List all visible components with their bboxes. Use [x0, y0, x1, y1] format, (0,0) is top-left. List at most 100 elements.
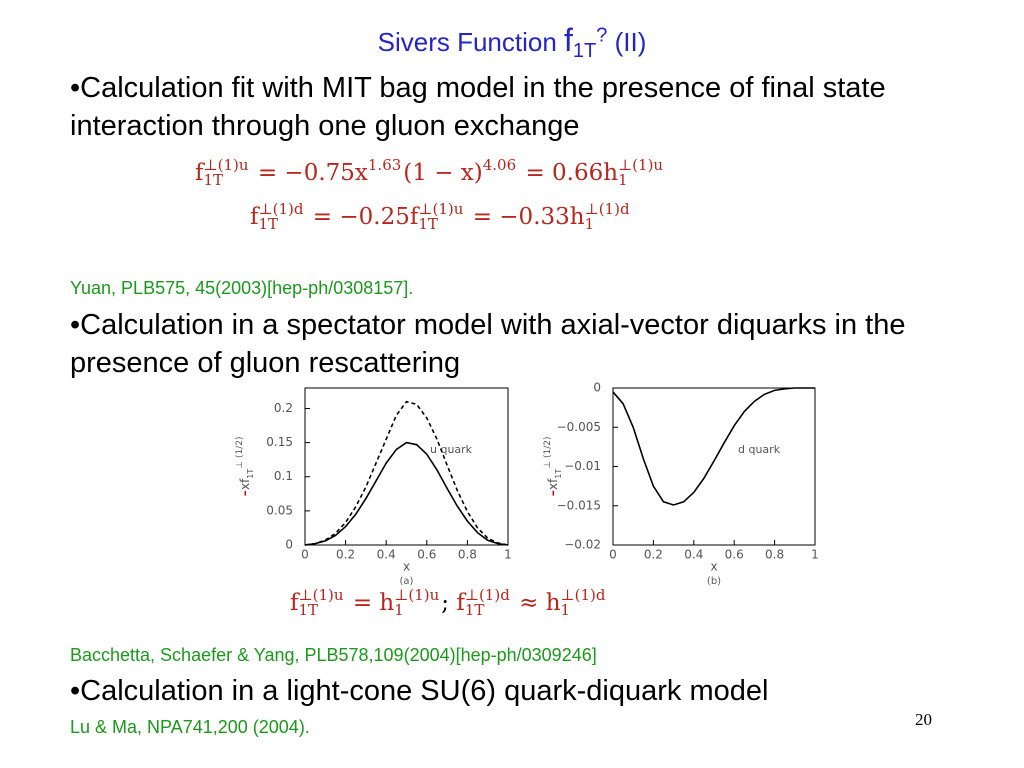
y-tick-label: −0.015	[557, 498, 601, 512]
reference: Yuan, PLB575, 45(2003)[hep-ph/0308157].	[70, 278, 414, 298]
equation: f ⊥(1)u 1T = −0.75x 1.63 (1 − x) 4.06 = 0.66…	[195, 158, 665, 188]
eq-term: = 0.66h	[518, 160, 619, 186]
title-sup: ?	[596, 24, 608, 47]
eq-sub: 1T	[203, 171, 224, 189]
reference: Bacchetta, Schaefer & Yang, PLB578,109(2…	[70, 645, 597, 665]
eq-sup: ⊥(1)u	[618, 156, 664, 174]
y-label-prefix: -	[542, 490, 563, 497]
eq-sup: 4.06	[482, 156, 517, 174]
y-axis-label: -xf1T⊥ (1/2)	[234, 436, 255, 496]
y-label-prefix: -	[234, 490, 255, 497]
eq-scripts: ⊥(1)u 1T	[299, 588, 344, 618]
eq-scripts: ⊥(1)d 1T	[465, 588, 510, 618]
eq-sup: ⊥(1)u	[203, 156, 249, 174]
plot-frame	[612, 387, 816, 546]
page-number: 20	[915, 710, 932, 729]
eq-scripts: ⊥(1)u 1	[618, 158, 663, 188]
y-tick-label: −0.005	[557, 420, 601, 434]
eq-term: = −0.75x	[250, 160, 368, 186]
y-label-sub: 1T	[554, 469, 563, 479]
eq-term: ;	[441, 590, 457, 616]
x-tick-label: 0.6	[725, 548, 744, 562]
title-text: Sivers Function	[377, 27, 565, 57]
y-label: xf	[238, 478, 252, 490]
title-symbol: f	[564, 22, 573, 58]
eq-term: = h	[345, 590, 395, 616]
x-tick-label: 1	[504, 548, 512, 562]
y-tick-label: −0.02	[564, 538, 601, 552]
title-sub: 1T	[572, 40, 597, 63]
eq-term: = −0.33h	[465, 204, 585, 230]
y-tick-label: −0.01	[564, 459, 601, 473]
annotation: u quark	[430, 443, 473, 456]
eq-term: f	[290, 590, 299, 616]
y-tick-label: 0	[285, 538, 293, 552]
eq-sup: ⊥(1)d	[464, 586, 510, 604]
eq-sup: ⊥(1)d	[584, 200, 630, 218]
x-tick-label: 0.4	[684, 548, 703, 562]
bullet: •Calculation in a spectator model with a…	[70, 309, 906, 379]
annotation: d quark	[738, 443, 781, 456]
eq-scripts: 1.63	[368, 158, 401, 188]
x-tick-label: 0.2	[644, 548, 663, 562]
x-tick-label: 0.6	[417, 548, 436, 562]
eq-scripts: ⊥(1)u 1	[394, 588, 439, 618]
eq-term: f	[456, 590, 465, 616]
eq-term: f	[250, 204, 259, 230]
bullet: •Calculation in a light-cone SU(6) quark…	[70, 675, 769, 707]
y-tick-label: 0.1	[274, 469, 293, 483]
x-tick-label: 0.8	[765, 548, 784, 562]
bullet: •Calculation fit with MIT bag model in t…	[70, 72, 886, 142]
equation: f ⊥(1)d 1T = −0.25f ⊥(1)u 1T = −0.33h ⊥(1)d 1	[250, 202, 632, 232]
eq-sup: ⊥(1)d	[560, 586, 606, 604]
eq-scripts: ⊥(1)d 1	[585, 202, 630, 232]
eq-term: ≈ h	[511, 590, 561, 616]
eq-term: (1 − x)	[403, 160, 483, 186]
eq-sup: 1.63	[367, 156, 402, 174]
eq-scripts: ⊥(1)u 1T	[204, 158, 249, 188]
y-tick-label: 0.05	[266, 503, 293, 517]
panel-label: (a)	[400, 576, 414, 587]
x-axis-label: x	[403, 560, 410, 574]
x-axis-label: x	[710, 560, 717, 574]
eq-term: = −0.25f	[305, 204, 419, 230]
plot-frame	[304, 387, 509, 546]
x-tick-label: 0.8	[458, 548, 477, 562]
eq-sub: 1T	[418, 215, 438, 233]
y-tick-label: 0.2	[274, 401, 293, 415]
eq-sup: ⊥(1)u	[418, 200, 464, 218]
x-tick-label: 1	[811, 548, 819, 562]
y-tick-label: 0	[593, 381, 601, 395]
x-tick-label: 0.2	[336, 548, 355, 562]
equation: f ⊥(1)u 1T = h ⊥(1)u 1; f ⊥(1)d 1T ≈ h ⊥(1)d 1	[290, 588, 608, 618]
y-axis-label: -xf1T⊥ (1/2)	[542, 436, 563, 496]
eq-sub: 1T	[258, 215, 279, 233]
y-label-sup: ⊥ (1/2)	[543, 436, 553, 468]
eq-sub: 1	[618, 171, 628, 189]
curve	[304, 400, 509, 546]
x-tick-label: 0	[301, 548, 309, 562]
x-tick-label: 0	[609, 548, 617, 562]
y-label-sub: 1T	[246, 469, 255, 479]
eq-sub: 1	[584, 215, 595, 233]
title-suffix: (II)	[607, 27, 647, 57]
eq-scripts: ⊥(1)u 1T	[418, 202, 463, 232]
y-tick-label: 0.15	[266, 435, 293, 449]
eq-term: f	[195, 160, 204, 186]
eq-sub: 1	[394, 601, 404, 619]
eq-scripts: ⊥(1)d 1	[561, 588, 606, 618]
eq-sub: 1T	[464, 601, 485, 619]
y-label-sup: ⊥ (1/2)	[235, 436, 245, 468]
reference: Lu & Ma, NPA741,200 (2004).	[70, 717, 310, 737]
eq-sub: 1T	[298, 601, 319, 619]
curve	[612, 387, 815, 506]
slide-title: Sivers Function f1T? (II)	[0, 22, 1024, 63]
eq-sup: ⊥(1)u	[298, 586, 344, 604]
charts: 0 0.05 0.1 0.15 0.2 0 0.2 0.4 0.6 0.8 1 x (a) u quark…	[234, 381, 819, 588]
panel-label: (b)	[707, 576, 721, 587]
x-tick-label: 0.4	[377, 548, 396, 562]
eq-sup: ⊥(1)d	[258, 200, 304, 218]
eq-sub: 1	[560, 601, 571, 619]
eq-sup: ⊥(1)u	[394, 586, 440, 604]
